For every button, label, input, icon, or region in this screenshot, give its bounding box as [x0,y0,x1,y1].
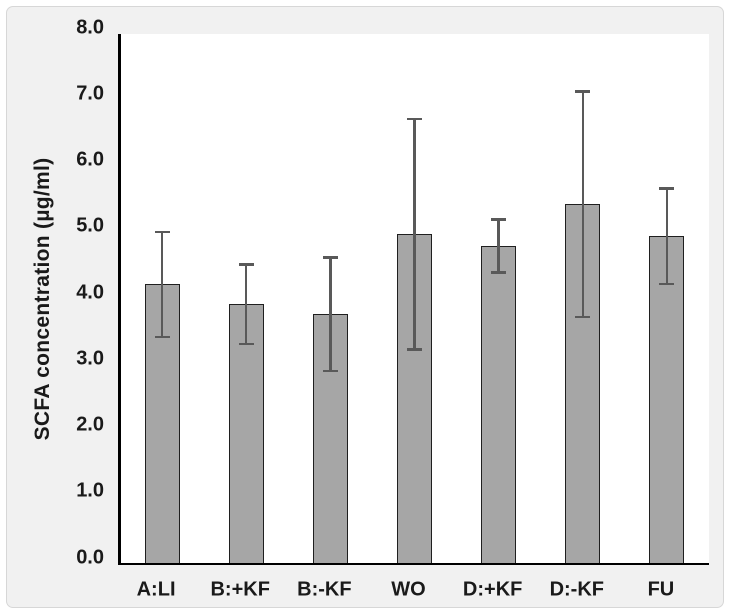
error-bar-line-WO [413,118,416,350]
x-tick-label-D:+KF: D:+KF [462,578,523,601]
error-bar-cap-bottom-B:+KF [238,342,254,346]
error-bar-cap-bottom-FU [659,282,675,285]
x-tick-label-FU: FU [647,578,675,601]
x-tick-label-A:LI: A:LI [136,578,176,601]
bar-D:+KF [481,246,517,564]
y-tick-label-0.0: 0.0 [76,546,104,568]
error-bar-cap-bottom-WO [407,348,422,351]
bar-B:+KF [228,304,264,564]
error-bar-cap-top-FU [659,187,675,190]
error-bar-line-D:+KF [497,219,500,273]
x-tick-label-B:-KF: B:-KF [297,578,352,601]
error-bar-cap-top-A:LI [154,230,170,234]
bar-FU [649,236,685,564]
error-bar-line-B:+KF [244,264,248,345]
error-bar-line-A:LI [160,232,164,337]
x-tick-label-B:+KF: B:+KF [210,578,270,601]
x-tick-label-WO: WO [391,578,426,601]
error-bar-line-D:-KF [581,91,585,317]
y-axis-line [118,34,121,565]
error-bar-line-FU [665,188,669,284]
error-bar-cap-top-B:+KF [238,263,254,266]
error-bar-cap-top-D:-KF [575,90,591,93]
y-tick-label-2.0: 2.0 [76,413,104,436]
bar-WO [397,234,432,564]
x-tick-label-D:-KF: D:-KF [549,578,604,601]
error-bar-cap-top-WO [407,117,422,121]
y-tick-label-5.0: 5.0 [76,214,104,237]
error-bar-cap-top-D:+KF [491,218,507,221]
y-tick-label-7.0: 7.0 [76,82,104,105]
y-tick-label-8.0: 8.0 [76,16,104,38]
error-bar-cap-bottom-B:-KF [322,369,338,373]
error-bar-cap-bottom-D:+KF [491,271,507,274]
y-tick-label-3.0: 3.0 [76,347,104,370]
error-bar-cap-bottom-D:-KF [575,315,591,319]
plot-area [120,34,709,564]
error-bar-cap-top-B:-KF [322,256,338,259]
y-tick-label-1.0: 1.0 [76,479,104,502]
error-bar-cap-bottom-A:LI [154,335,170,338]
error-bar-line-B:-KF [329,257,332,372]
bar-D:-KF [565,204,601,564]
chart-panel: SCFA concentration (µg/ml) 0.0 1.0 2.0 3.0 4… [6,6,724,608]
x-axis-line [118,562,709,565]
y-tick-label-6.0: 6.0 [76,148,104,171]
y-tick-label-4.0: 4.0 [76,281,104,303]
